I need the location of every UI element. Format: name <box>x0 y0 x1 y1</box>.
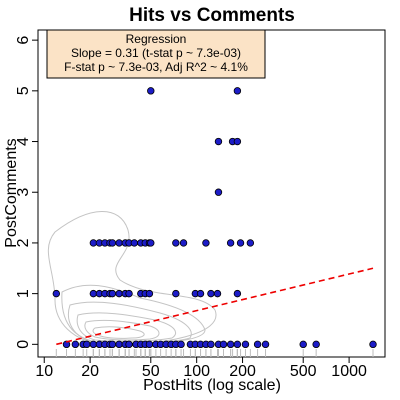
point <box>108 289 117 298</box>
point <box>130 239 139 247</box>
point <box>202 239 210 247</box>
point <box>108 239 117 247</box>
point <box>213 289 222 298</box>
point <box>108 340 117 349</box>
y-tick-label: 5 <box>15 86 32 95</box>
x-tick-label: 500 <box>290 363 317 380</box>
point <box>207 289 215 298</box>
point <box>62 340 71 349</box>
point <box>125 289 133 298</box>
point <box>147 239 155 247</box>
point <box>125 340 133 349</box>
point <box>115 340 123 349</box>
point <box>52 289 61 298</box>
point <box>83 340 91 349</box>
y-tick-label: 6 <box>15 36 32 45</box>
point <box>145 289 154 298</box>
point <box>179 239 188 247</box>
point <box>89 340 98 349</box>
point <box>115 239 123 247</box>
y-tick-label: 4 <box>15 137 32 146</box>
x-tick-label: 20 <box>81 363 99 380</box>
point <box>71 340 80 349</box>
x-tick-label: 10 <box>35 363 53 380</box>
point <box>214 137 223 146</box>
x-tick-label: 1000 <box>331 363 367 380</box>
point <box>299 340 307 349</box>
point <box>145 340 154 349</box>
point <box>369 340 377 349</box>
point <box>115 289 123 298</box>
point <box>177 340 185 349</box>
annotation-line: F-stat p ~ 7.3e-03, Adj R^2 ~ 4.1% <box>64 60 248 74</box>
point <box>226 239 235 247</box>
regression-line <box>56 267 374 346</box>
point <box>207 340 215 349</box>
point <box>261 340 270 349</box>
point <box>196 289 205 298</box>
point <box>246 239 255 247</box>
point <box>219 340 228 349</box>
density-contours <box>47 211 217 346</box>
point <box>89 289 98 298</box>
x-axis-title: PostHits (log scale) <box>143 377 281 394</box>
chart-title: Hits vs Comments <box>129 5 295 26</box>
point <box>253 340 262 349</box>
point <box>226 340 235 349</box>
plot-frame <box>37 29 386 358</box>
y-tick-label: 3 <box>15 188 32 197</box>
x-tick-label: 100 <box>183 363 210 380</box>
annotation-title: Regression <box>126 32 187 46</box>
y-tick-label: 1 <box>15 289 32 298</box>
point <box>89 239 98 247</box>
point <box>214 188 223 196</box>
point <box>312 340 320 349</box>
annotation-background <box>46 29 266 79</box>
x-tick-label: 50 <box>142 363 160 380</box>
point <box>233 137 242 146</box>
x-tick-label: 200 <box>229 363 256 380</box>
point <box>233 87 242 95</box>
point <box>233 340 242 349</box>
point <box>236 239 245 247</box>
point <box>172 289 180 298</box>
point <box>172 239 180 247</box>
y-axis-title: PostComments <box>3 138 20 247</box>
annotation-box: Regression Slope = 0.31 (t-stat p ~ 7.3e… <box>46 29 266 79</box>
y-tick-label: 2 <box>15 238 32 247</box>
annotation-line: Slope = 0.31 (t-stat p ~ 7.3e-03) <box>71 46 241 60</box>
point <box>241 340 250 349</box>
point <box>147 87 155 95</box>
y-tick-label: 0 <box>15 340 32 349</box>
point <box>233 289 242 298</box>
